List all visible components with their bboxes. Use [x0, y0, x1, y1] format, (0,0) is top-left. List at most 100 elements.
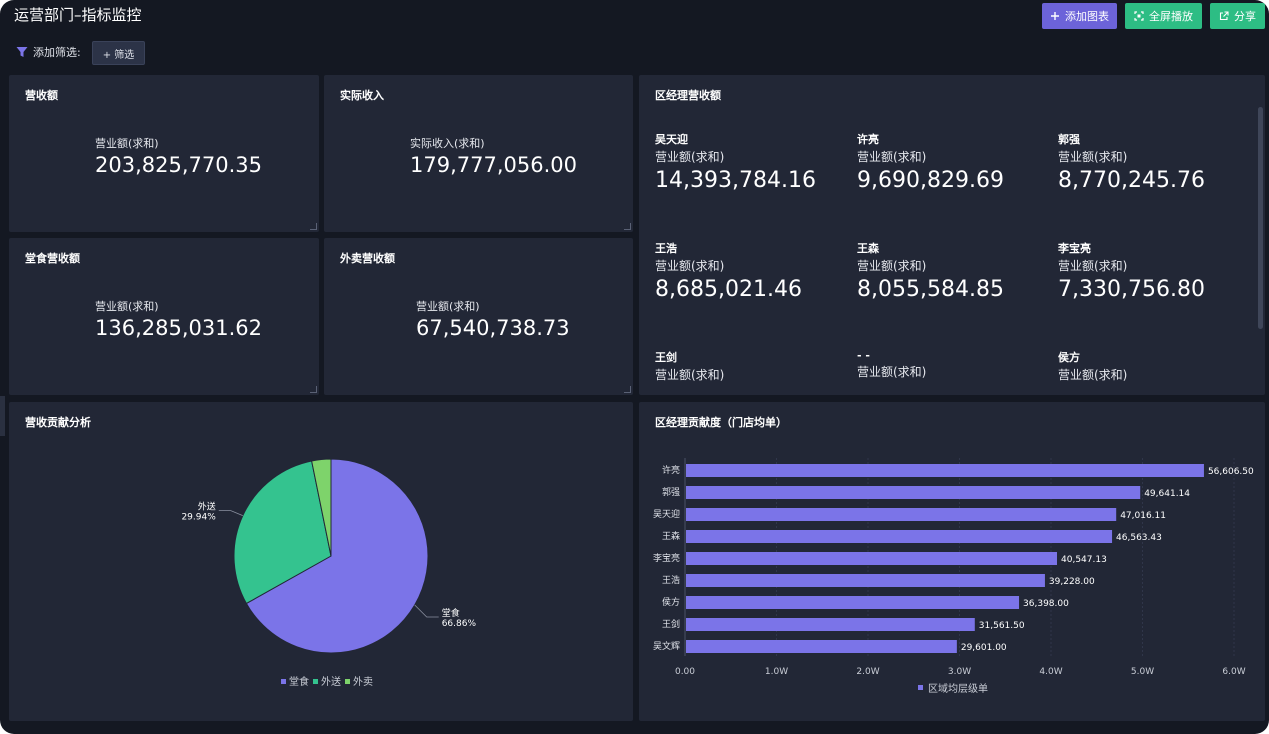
bar-郭强 — [686, 486, 1141, 499]
bar-李宝亮 — [686, 552, 1058, 565]
x-tick-label: 6.0W — [1222, 667, 1245, 677]
kpi-card-actual-income[interactable]: 实际收入 实际收入(求和) 179,777,056.00 — [324, 75, 633, 232]
pie-label-percent: 66.86% — [442, 619, 477, 629]
bar-value-label: 40,547.13 — [1061, 555, 1107, 565]
card-title: 堂食营收额 — [25, 252, 80, 265]
manager-name: 侯方 — [1058, 351, 1080, 364]
side-panel-handle[interactable] — [0, 396, 5, 436]
filter-label: 添加筛选: — [33, 46, 81, 59]
pie-label-line — [414, 604, 439, 618]
bar-value-label: 31,561.50 — [979, 621, 1025, 631]
kpi-value: 136,285,031.62 — [95, 316, 262, 340]
manager-metric-label: 营业额(求和) — [655, 150, 725, 164]
bar-许亮 — [686, 464, 1204, 477]
manager-name: 王浩 — [655, 242, 677, 255]
kpi-label: 营业额(求和) — [416, 300, 480, 313]
kpi-card-revenue[interactable]: 营收额 营业额(求和) 203,825,770.35 — [9, 75, 319, 232]
card-title: 营收额 — [25, 89, 58, 102]
manager-value: 8,685,021.46 — [655, 277, 802, 302]
manager-contribution-card[interactable]: 区经理贡献度（门店均单） 0.00 1.0W 2.0W 3.0W 4.0W 5.0W 6.0… — [639, 402, 1265, 721]
bar-王森 — [686, 530, 1113, 543]
pie-slice-外卖 — [311, 458, 332, 557]
x-tick-label: 2.0W — [856, 667, 879, 677]
bar-王剑 — [686, 618, 975, 631]
manager-value: 8,055,584.85 — [857, 277, 1004, 302]
x-tick-label: 3.0W — [948, 667, 971, 677]
resize-handle[interactable] — [310, 223, 317, 230]
filter-area: 添加筛选: — [16, 44, 81, 60]
y-category-label: 李宝亮 — [653, 552, 680, 564]
card-title: 区经理贡献度（门店均单） — [655, 416, 787, 429]
toolbar: 运营部门–指标监控 添加图表 全屏播放 分享 添加筛选: + 筛选 — [0, 0, 1269, 72]
bar-value-label: 46,563.43 — [1116, 533, 1162, 543]
fullscreen-button[interactable]: 全屏播放 — [1125, 3, 1202, 29]
resize-handle[interactable] — [624, 386, 631, 393]
manager-metric-label: 营业额(求和) — [1058, 150, 1128, 164]
share-icon — [1219, 11, 1229, 21]
legend-label: 区域均层级单 — [928, 682, 988, 695]
fullscreen-icon — [1134, 11, 1144, 21]
pie-label-line — [218, 510, 243, 517]
add-chart-button[interactable]: 添加图表 — [1042, 3, 1117, 29]
add-filter-button[interactable]: + 筛选 — [92, 41, 145, 65]
kpi-label: 营业额(求和) — [95, 137, 159, 150]
x-tick-label: 1.0W — [765, 667, 788, 677]
bar-value-label: 56,606.50 — [1208, 467, 1254, 477]
manager-name: 李宝亮 — [1058, 242, 1091, 255]
x-tick-label: 5.0W — [1131, 667, 1154, 677]
share-button[interactable]: 分享 — [1210, 3, 1265, 29]
kpi-card-dine-in[interactable]: 堂食营收额 营业额(求和) 136,285,031.62 — [9, 238, 319, 395]
manager-value: 8,770,245.76 — [1058, 168, 1205, 193]
y-category-label: 许亮 — [662, 464, 680, 476]
bar-王浩 — [686, 574, 1045, 587]
bar-value-label: 39,228.00 — [1049, 577, 1095, 587]
manager-name: 许亮 — [857, 133, 879, 146]
manager-metric-label: 营业额(求和) — [857, 365, 927, 379]
legend-swatch-外卖 — [345, 679, 350, 684]
manager-metric-label: 营业额(求和) — [857, 259, 927, 273]
bar-吴天迎 — [686, 508, 1117, 521]
manager-revenue-card[interactable]: 区经理营收额 吴天迎 营业额(求和) 14,393,784.16 许亮 营业额(… — [639, 75, 1265, 395]
card-title: 实际收入 — [340, 89, 384, 102]
kpi-label: 实际收入(求和) — [410, 137, 485, 150]
pie-label-name: 外送 — [198, 501, 216, 513]
manager-name: - - — [857, 349, 870, 362]
fullscreen-label: 全屏播放 — [1149, 10, 1193, 23]
manager-value: 7,330,756.80 — [1058, 277, 1205, 302]
add-chart-label: 添加图表 — [1065, 10, 1109, 23]
kpi-value: 67,540,738.73 — [416, 316, 570, 340]
manager-metric-label: 营业额(求和) — [655, 368, 725, 382]
y-category-label: 吴天迎 — [653, 508, 680, 520]
x-tick-label: 4.0W — [1039, 667, 1062, 677]
kpi-label: 营业额(求和) — [95, 300, 159, 313]
legend-label-外送: 外送 — [321, 675, 341, 688]
bar-value-label: 36,398.00 — [1023, 599, 1069, 609]
y-category-label: 王剑 — [662, 618, 680, 630]
legend-swatch-外送 — [313, 679, 318, 684]
bar-chart: 0.00 1.0W 2.0W 3.0W 4.0W 5.0W 6.0W 许亮 56,606.50 郭… — [653, 458, 1254, 695]
manager-value: 9,690,829.69 — [857, 168, 1004, 193]
manager-metric-label: 营业额(求和) — [1058, 368, 1128, 382]
kpi-card-takeout[interactable]: 外卖营收额 营业额(求和) 67,540,738.73 — [324, 238, 633, 395]
filter-icon — [16, 47, 28, 57]
bar-侯方 — [686, 596, 1020, 609]
bar-value-label: 49,641.14 — [1144, 489, 1190, 499]
bar-value-label: 29,601.00 — [961, 643, 1007, 653]
manager-name: 吴天迎 — [655, 133, 688, 146]
y-category-label: 王浩 — [662, 574, 680, 586]
page-title: 运营部门–指标监控 — [14, 6, 142, 24]
x-tick-label: 0.00 — [675, 667, 695, 677]
resize-handle[interactable] — [624, 223, 631, 230]
manager-name: 王森 — [857, 242, 879, 255]
pie-label-name: 堂食 — [442, 607, 460, 619]
manager-metric-label: 营业额(求和) — [857, 150, 927, 164]
scrollbar-thumb[interactable] — [1258, 107, 1263, 329]
manager-value: 14,393,784.16 — [655, 168, 816, 193]
resize-handle[interactable] — [310, 386, 317, 393]
revenue-contribution-card[interactable]: 营收贡献分析 堂食 66.86% 外送 29.94% 堂食 外送 外卖 — [9, 402, 633, 721]
bar-吴文辉 — [686, 640, 957, 653]
kpi-value: 179,777,056.00 — [410, 153, 577, 177]
y-category-label: 王森 — [662, 530, 680, 542]
manager-metric-label: 营业额(求和) — [655, 259, 725, 273]
